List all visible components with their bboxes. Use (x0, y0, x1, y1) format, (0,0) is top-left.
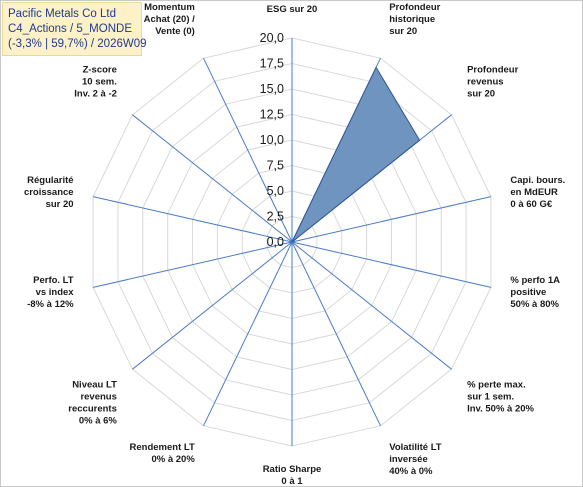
portfolio-line: C4_Actions / 5_MONDE (8, 23, 132, 35)
axis-spoke (291, 241, 492, 288)
axis-spoke (92, 196, 293, 243)
axis-label: Profondeur revenus sur 20 (467, 64, 518, 99)
axis-label: NoteESG sur 20 (267, 0, 318, 15)
axis-label: Ratio Sharpe 0 à 1 (263, 464, 322, 487)
performance-line: (-3,3% | 59,7%) / 2026W09 (8, 38, 147, 50)
axis-spoke (132, 114, 293, 243)
axis-label: Z-score 10 sem. Inv. 2 à -2 (74, 64, 117, 99)
tick-label: 0,0 (267, 235, 284, 249)
company-name: Pacific Metals Co Ltd (8, 8, 117, 20)
tick-label: 2,5 (267, 210, 284, 224)
axis-spoke (132, 241, 293, 370)
tick-label: 5,0 (267, 184, 284, 198)
axis-spoke (92, 241, 293, 288)
axis-label: % perte max. sur 1 sem. Inv. 50% à 20% (467, 380, 534, 415)
tick-label: 15,0 (260, 82, 284, 96)
axis-spoke (203, 57, 293, 243)
tick-label: 12,5 (260, 108, 284, 122)
tick-label: 17,5 (260, 57, 284, 71)
axis-spoke (291, 241, 381, 427)
info-box: Pacific Metals Co Ltd C4_Actions / 5_MON… (2, 2, 147, 56)
axis-spoke (291, 241, 452, 370)
axis-label: Niveau LT revenus reccurents 0% à 6% (68, 380, 117, 427)
axis-label: Régularité croissance sur 20 (24, 175, 74, 210)
axis-label: Rendement LT 0% à 20% (130, 442, 196, 465)
axis-label: Capi. bours. en MdEUR 0 à 60 G€ (510, 175, 565, 210)
series-area (291, 66, 421, 243)
axis-label: Momentum Achat (20) / Vente (0) (144, 2, 196, 37)
axis-label: % perfo 1A positive 50% à 80% (510, 275, 560, 310)
axis-label: Volatilité LT inversée 40% à 0% (389, 442, 442, 477)
axis-label: Profondeur historique sur 20 (389, 2, 440, 37)
tick-label: 10,0 (260, 133, 284, 147)
tick-label: 20,0 (260, 31, 284, 45)
axis-spoke (203, 241, 293, 427)
tick-label: 7,5 (267, 159, 284, 173)
axis-label: Perfo. LT vs index -8% à 12% (27, 275, 74, 310)
axis-spoke (291, 196, 492, 243)
